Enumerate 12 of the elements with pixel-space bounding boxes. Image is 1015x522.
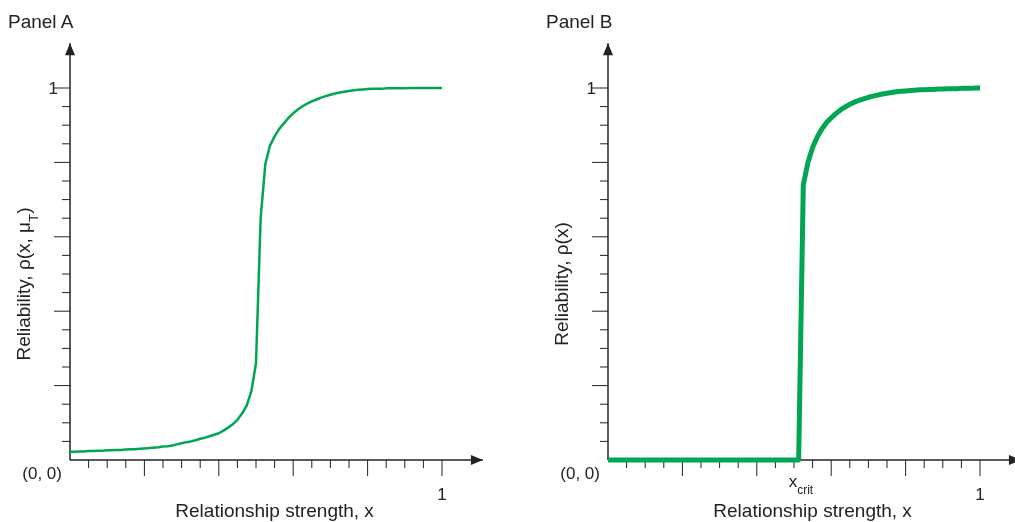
- x-axis-title: Relationship strength, x: [713, 500, 913, 521]
- text: x$_{crit}$: [788, 472, 814, 497]
- chart-title: Panel B: [546, 11, 613, 32]
- text: 1: [586, 79, 596, 98]
- text: 1: [975, 485, 985, 504]
- text: 1: [437, 485, 447, 504]
- chart-title: Panel A: [8, 11, 74, 32]
- text: (0, 0): [560, 464, 600, 483]
- text: (0, 0): [22, 464, 62, 483]
- text: 1: [48, 79, 58, 98]
- x-axis-title: Relationship strength, x: [175, 500, 375, 521]
- y-axis-title: Reliability, ρ(x): [551, 222, 572, 346]
